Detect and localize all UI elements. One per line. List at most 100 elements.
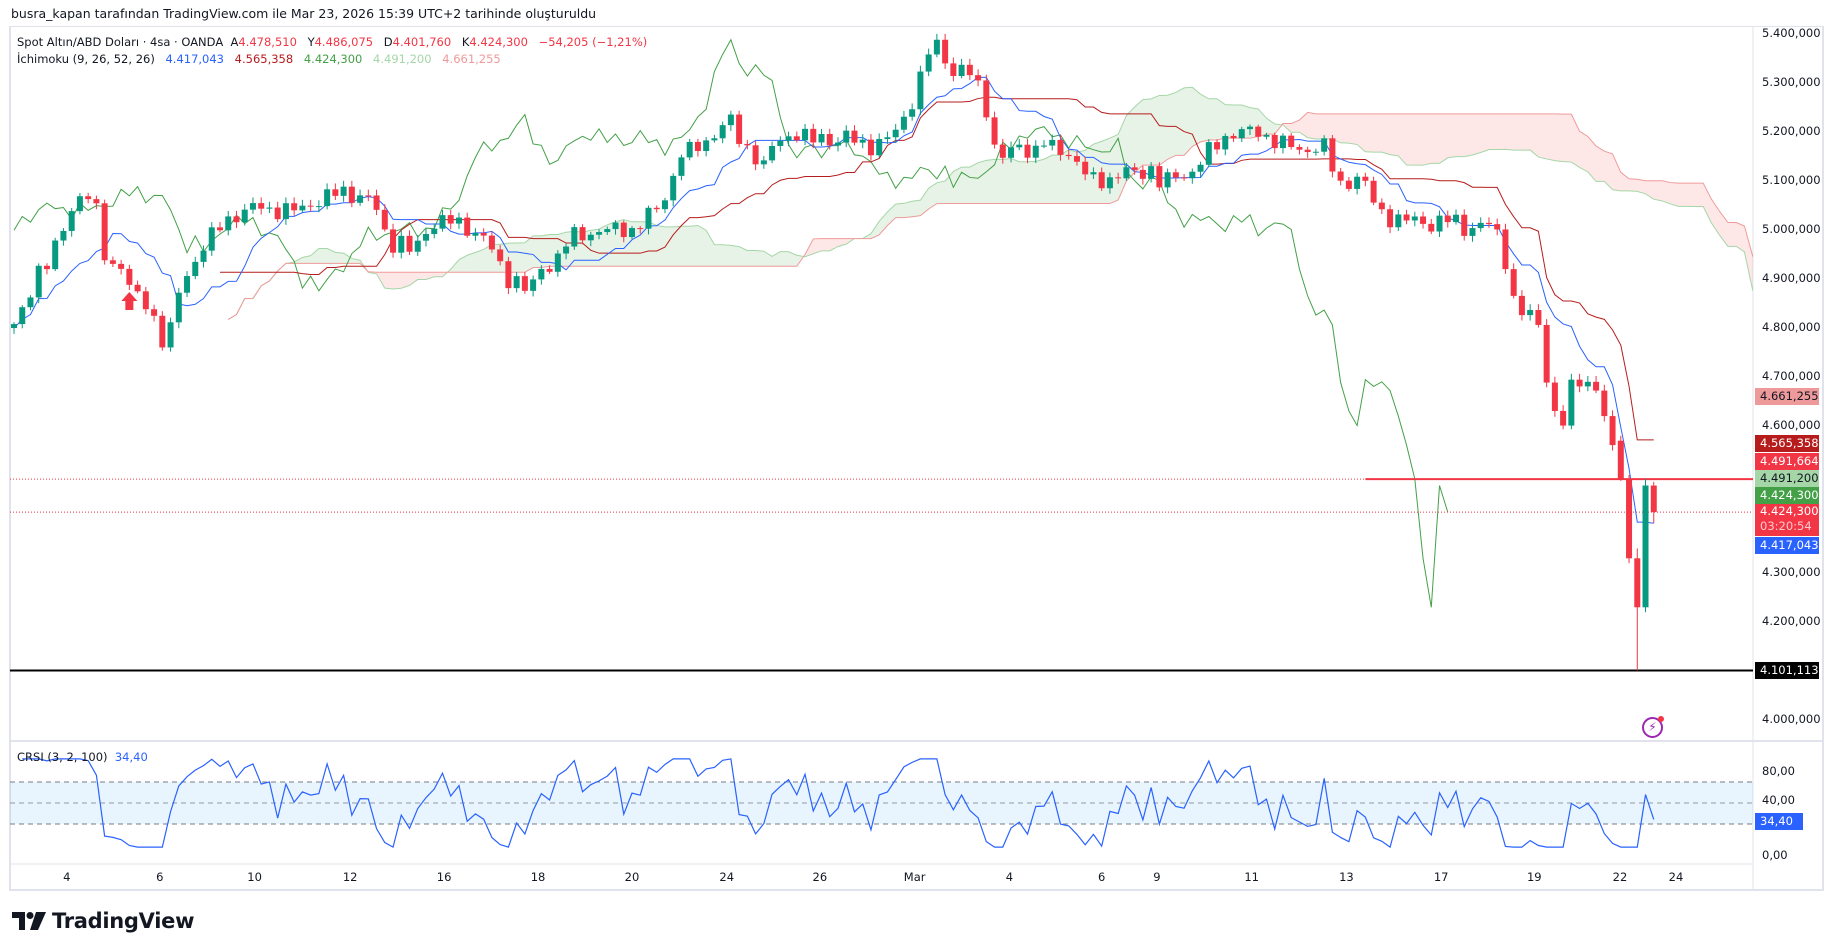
price-axis-tick: 4.900,000 bbox=[1762, 271, 1821, 285]
candle-body bbox=[983, 80, 990, 118]
candle-body bbox=[1073, 156, 1080, 162]
candle-body bbox=[620, 222, 627, 238]
kumo-cloud-segment bbox=[1381, 113, 1391, 155]
candle-body bbox=[966, 64, 973, 76]
candle bbox=[1469, 222, 1476, 242]
crsi-legend: CRSI (3, 2, 100) 34,40 bbox=[17, 750, 148, 764]
candle-body bbox=[851, 130, 858, 143]
candle bbox=[134, 280, 141, 294]
kumo-cloud-segment bbox=[1431, 113, 1440, 164]
candle bbox=[282, 197, 289, 225]
candle bbox=[1263, 132, 1270, 140]
candle-body bbox=[629, 228, 635, 238]
candle-body bbox=[35, 265, 42, 298]
candle bbox=[1106, 172, 1113, 194]
kumo-cloud-segment bbox=[1142, 98, 1152, 166]
kumo-cloud-segment bbox=[475, 249, 484, 273]
candle bbox=[1337, 167, 1344, 186]
candle bbox=[332, 183, 339, 201]
candle-body bbox=[546, 268, 553, 272]
candle-body bbox=[917, 71, 924, 110]
price-axis-tick: 4.700,000 bbox=[1762, 369, 1821, 383]
candle bbox=[357, 189, 364, 206]
candle bbox=[942, 33, 949, 69]
candle bbox=[1255, 124, 1262, 142]
candle-body bbox=[447, 215, 454, 224]
candle bbox=[151, 304, 158, 322]
open-value: 4.478,510 bbox=[238, 35, 297, 49]
candle-body bbox=[348, 186, 355, 203]
candle bbox=[1172, 168, 1179, 183]
candle-body bbox=[1403, 214, 1410, 221]
time-axis-tick: 10 bbox=[247, 870, 262, 884]
candle bbox=[736, 110, 743, 148]
crsi-pane bbox=[10, 758, 1753, 849]
candle-body bbox=[315, 206, 322, 208]
candle-body bbox=[1214, 142, 1221, 150]
candle bbox=[884, 131, 891, 144]
candle bbox=[315, 200, 322, 213]
kumo-cloud-segment bbox=[1637, 179, 1646, 194]
candle-body bbox=[1387, 209, 1394, 228]
candle bbox=[1535, 304, 1542, 328]
kumo-cloud-segment bbox=[928, 182, 937, 210]
candle-body bbox=[365, 195, 372, 197]
candle-body bbox=[1551, 382, 1558, 411]
candle bbox=[950, 57, 957, 82]
candle-body bbox=[1461, 214, 1468, 236]
kumo-cloud-segment bbox=[1068, 149, 1077, 204]
candle bbox=[19, 305, 26, 329]
kumo-cloud-segment bbox=[1217, 98, 1226, 141]
kumo-cloud-segment bbox=[1159, 95, 1168, 166]
candle bbox=[851, 125, 858, 146]
candle bbox=[307, 199, 314, 212]
candle-body bbox=[109, 260, 116, 264]
candle bbox=[480, 228, 487, 242]
kumo-cloud-segment bbox=[1134, 99, 1143, 173]
kumo-cloud-segment bbox=[1827, 303, 1835, 428]
candle-body bbox=[1222, 135, 1229, 150]
kumo-cloud-segment bbox=[887, 204, 896, 226]
kumo-cloud-segment bbox=[1044, 155, 1053, 204]
candle-body bbox=[299, 205, 306, 211]
lightning-alert-icon[interactable]: ⚡ bbox=[1642, 716, 1664, 738]
candle bbox=[1131, 163, 1138, 175]
candle bbox=[604, 226, 611, 235]
kumo-cloud-segment bbox=[1447, 113, 1456, 158]
candle bbox=[554, 250, 561, 277]
close-value: 4.424,300 bbox=[469, 35, 528, 49]
high-value: 4.486,075 bbox=[314, 35, 374, 49]
crsi-title[interactable]: CRSI (3, 2, 100) bbox=[17, 750, 108, 764]
candle bbox=[60, 228, 67, 246]
kumo-cloud-segment bbox=[1563, 114, 1572, 163]
tenkan-value: 4.417,043 bbox=[165, 52, 224, 66]
crsi-axis-current: 34,40 bbox=[1755, 813, 1803, 830]
candle bbox=[1090, 167, 1097, 179]
candle-body bbox=[1041, 145, 1047, 147]
candle bbox=[933, 33, 940, 58]
candle bbox=[1420, 211, 1427, 229]
kumo-cloud-segment bbox=[310, 248, 319, 264]
time-axis-tick: 11 bbox=[1244, 870, 1259, 884]
ichimoku-title[interactable]: İchimoku (9, 26, 52, 26) bbox=[17, 52, 155, 66]
kumo-cloud-segment bbox=[1184, 87, 1193, 156]
candle bbox=[200, 245, 207, 268]
kumo-cloud-segment bbox=[434, 272, 443, 277]
low-value: 4.401,760 bbox=[392, 35, 452, 49]
time-axis-tick: 16 bbox=[436, 870, 452, 884]
candle-body bbox=[1593, 381, 1600, 391]
candle-body bbox=[1131, 167, 1138, 170]
candle bbox=[769, 141, 776, 164]
candle bbox=[398, 230, 405, 259]
kumo-cloud-segment bbox=[1579, 131, 1588, 172]
candle-body bbox=[332, 189, 339, 196]
symbol-title[interactable]: Spot Altın/ABD Doları · 4sa · OANDA bbox=[17, 35, 224, 49]
candle bbox=[1518, 290, 1525, 321]
candle bbox=[1477, 217, 1484, 232]
candle bbox=[1354, 172, 1361, 195]
candle bbox=[966, 58, 973, 81]
kumo-cloud-segment bbox=[1629, 178, 1638, 192]
candle bbox=[1609, 410, 1616, 451]
kumo-cloud-segment bbox=[1307, 112, 1316, 139]
